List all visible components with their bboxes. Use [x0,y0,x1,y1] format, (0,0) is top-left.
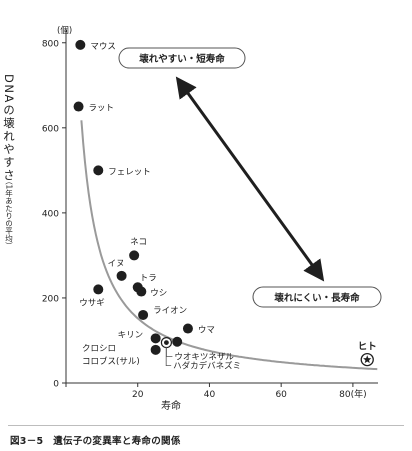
x-tick-label: 20 [132,390,144,400]
y-axis-label: DNAの壊れやすさ [2,74,16,182]
data-point-label: ラット [89,104,115,114]
annotation-top-text: 壊れやすい・短寿命 [139,53,225,65]
data-point [75,39,86,50]
figure-caption: 図3－5 遺伝子の変異率と寿命の関係 [10,436,181,447]
data-point-label: ウオキツネザル [174,353,234,363]
data-point-label: マウス [90,42,116,52]
y-ticks: 0 200 400 600 800 [42,39,66,390]
x-tick-label: 60 [275,390,287,400]
y-tick-label: 400 [42,209,59,219]
label-leader [166,347,173,357]
data-point-label: トラ [140,273,157,283]
annotation-top: 壊れやすい・短寿命 [118,47,246,69]
data-point [138,309,149,320]
data-points [73,39,374,367]
y-axis-unit: (個) [57,25,72,36]
x-tick-label: 80(年) [339,388,366,400]
data-point [172,336,183,347]
y-tick-label: 0 [53,380,59,390]
annotation-top-box [118,47,246,69]
double-arrow [175,76,325,282]
data-point [93,165,104,176]
data-point-label: ライオン [153,306,187,316]
data-point-label: フェレット [108,167,151,177]
data-point [73,101,84,112]
data-point-label: ウサギ [79,298,105,308]
data-point-label: ハダカデバネズミ [173,361,241,372]
data-point [182,323,193,334]
data-point [129,250,140,261]
axes [65,30,378,384]
data-point [150,333,161,344]
label-leaders [165,346,173,366]
data-point [93,284,104,295]
y-axis-label-unit: （1年あたりの平均） [4,177,13,249]
figure-caption-area: 図3－5 遺伝子の変異率と寿命の関係 [8,425,404,447]
y-tick-label: 800 [42,39,59,49]
y-tick-label: 200 [42,294,59,304]
data-point-label: ウシ [150,289,167,299]
y-tick-label: 600 [42,124,59,134]
x-ticks: 20 40 60 80(年) [65,383,367,400]
data-point-label-line2: コロブス(サル) [82,356,140,367]
data-point [116,270,127,281]
data-point-label: キリン [118,330,144,340]
data-point-label: クロシロ [82,344,116,354]
annotation-bottom: 壊れにくい・長寿命 [252,286,382,308]
annotation-bottom-text: 壊れにくい・長寿命 [274,292,360,304]
caption-divider [8,425,404,426]
data-point [150,344,161,355]
data-point-label: ウマ [198,326,215,336]
label-leader [165,346,172,366]
data-point-inner [164,340,169,345]
x-tick-label: 40 [204,390,216,400]
data-point [136,286,147,297]
star-icon [363,355,372,364]
x-axis-label: 寿命 [161,399,181,412]
data-point-label: ネコ [130,237,147,247]
data-point-label: イヌ [108,259,125,269]
annotation-bottom-box [252,286,382,308]
data-point-label: ヒト [358,342,377,353]
trend-curve [80,120,378,371]
